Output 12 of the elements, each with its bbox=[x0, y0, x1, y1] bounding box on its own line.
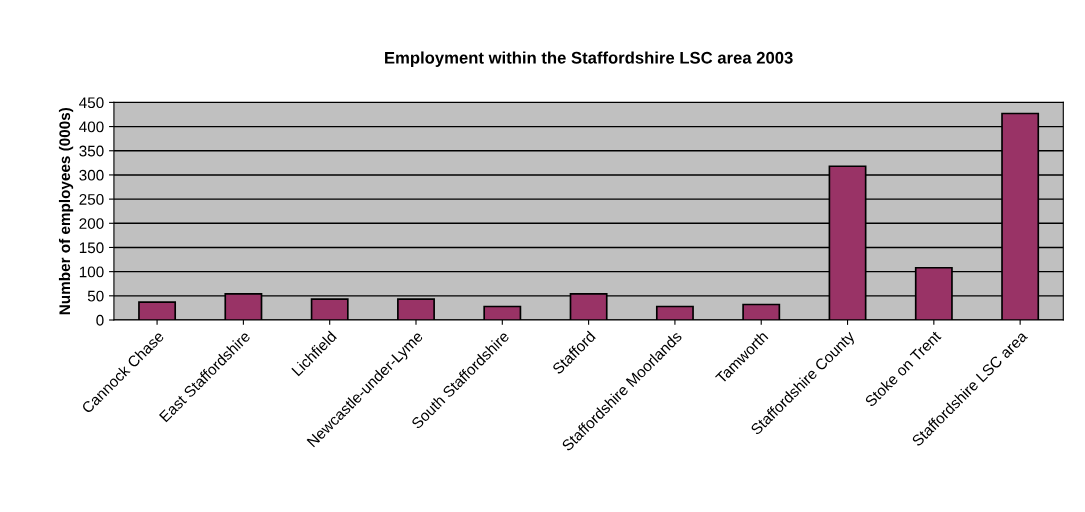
y-tick-label: 100 bbox=[79, 266, 104, 278]
y-axis-title: Number of employees (000s) bbox=[58, 107, 74, 315]
y-tick-label: 200 bbox=[79, 218, 104, 229]
y-tick-label: 350 bbox=[79, 145, 104, 157]
y-tick-label: 300 bbox=[79, 169, 104, 181]
y-tick-label: 400 bbox=[79, 121, 104, 133]
y-tick-label: 450 bbox=[79, 97, 104, 109]
y-tick-label: 250 bbox=[79, 193, 104, 205]
y-tick-label: 0 bbox=[96, 314, 104, 326]
y-tick-label: 150 bbox=[79, 242, 104, 254]
chart-title: Employment within the Staffordshire LSC area 2003 bbox=[385, 51, 793, 67]
y-tick-label: 50 bbox=[87, 290, 104, 302]
